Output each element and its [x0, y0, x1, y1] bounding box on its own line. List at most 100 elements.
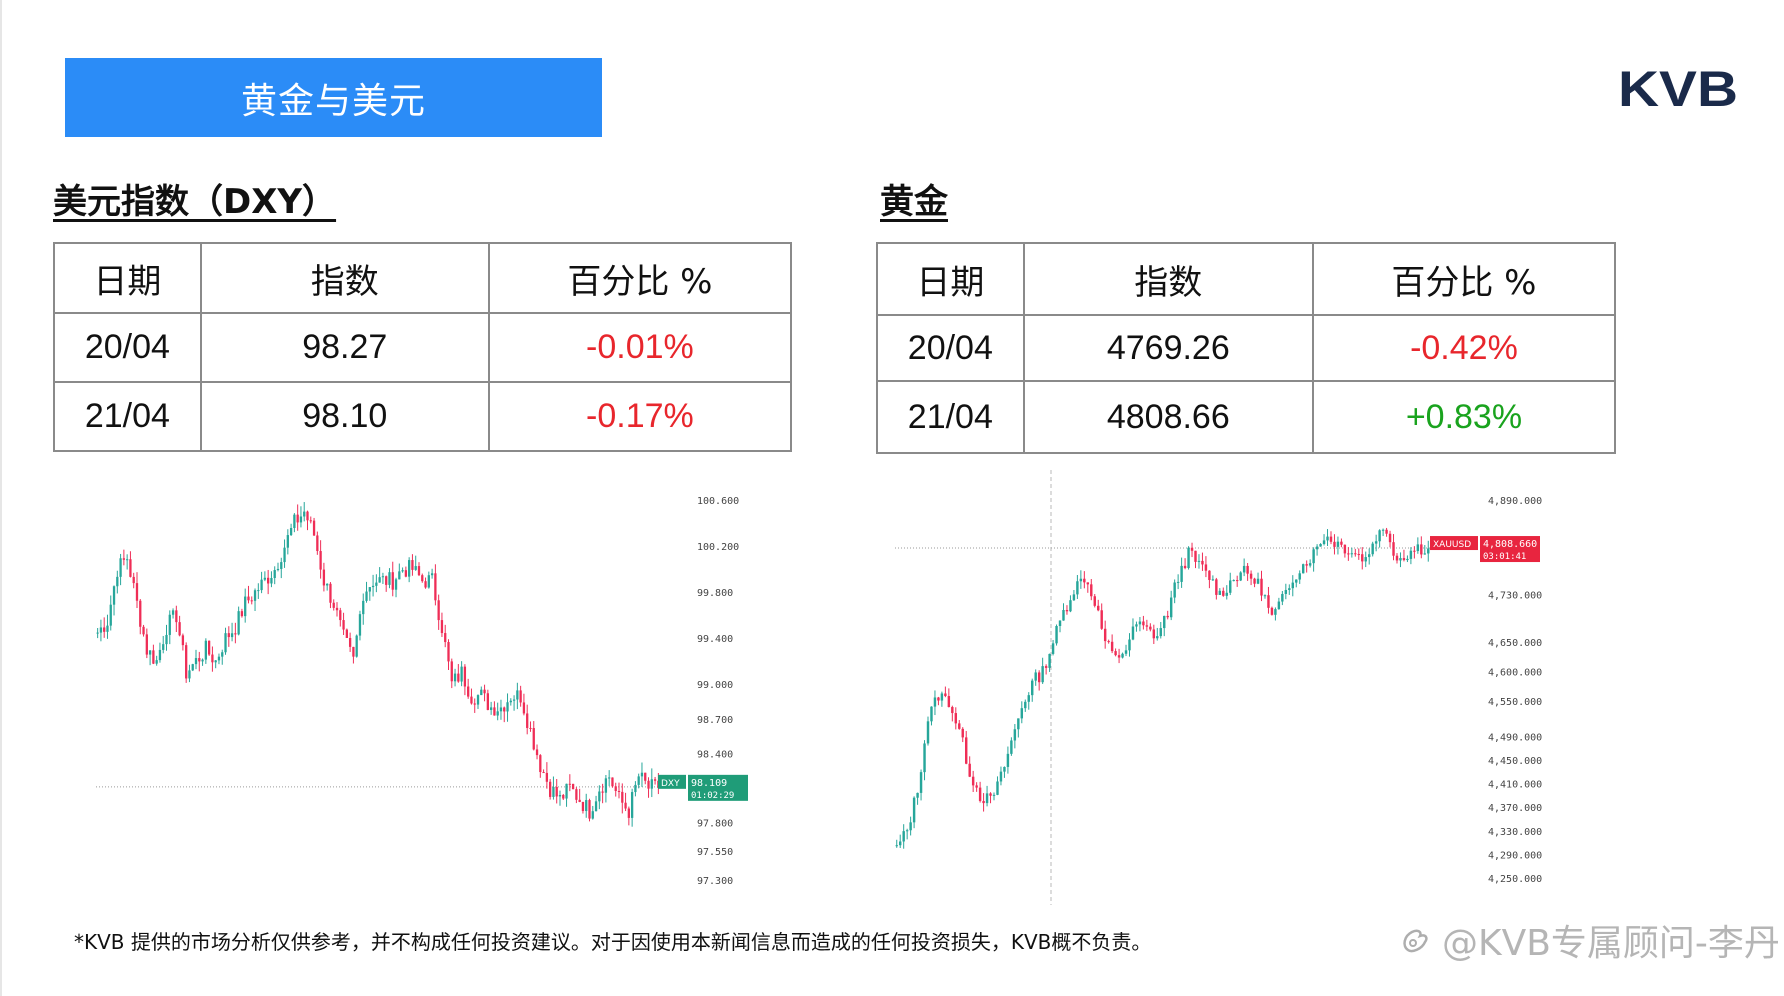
table-row: 20/04 4769.26 -0.42% [876, 314, 1617, 382]
candle [267, 569, 270, 595]
candle [221, 649, 224, 665]
candle [109, 595, 112, 631]
candle [188, 664, 191, 683]
candle [234, 622, 237, 644]
candle [1374, 534, 1378, 552]
candle [999, 766, 1003, 786]
candle [1183, 558, 1187, 570]
candle [1006, 746, 1010, 774]
candle [142, 624, 145, 637]
candle [961, 727, 964, 743]
candle [1340, 538, 1343, 548]
candle [1333, 534, 1336, 555]
table-row: 21/04 98.10 -0.17% [53, 381, 793, 452]
candle [588, 798, 591, 822]
dxy-col-index: 指数 [199, 242, 490, 314]
candle [909, 816, 912, 836]
candle [319, 540, 322, 579]
candle [1326, 529, 1329, 546]
candle [198, 651, 201, 672]
candle [898, 834, 902, 848]
candle [565, 783, 568, 807]
candle [483, 684, 486, 702]
candle [1201, 552, 1204, 571]
candle [260, 571, 263, 594]
y-axis-tick-label: 99.800 [697, 588, 733, 599]
candle [152, 644, 155, 665]
price-label-countdown: 01:02:29 [691, 791, 734, 801]
y-axis-tick-label: 4,600.000 [1488, 667, 1542, 678]
candle [1270, 606, 1274, 616]
candle [1149, 623, 1152, 632]
candle [168, 610, 171, 645]
candle [1190, 542, 1194, 558]
candle [496, 702, 499, 721]
candle [424, 577, 427, 589]
candle [549, 779, 552, 800]
candle [148, 650, 152, 666]
candle [1138, 617, 1142, 632]
candle [368, 587, 371, 601]
candle [650, 768, 653, 798]
candle [1409, 547, 1413, 565]
candle [1215, 577, 1218, 600]
gold-row2-date: 21/04 [876, 380, 1025, 454]
candle [1058, 620, 1062, 633]
candle [621, 783, 624, 814]
y-axis-tick-label: 100.200 [697, 542, 739, 553]
candle [181, 633, 185, 651]
candle [571, 783, 575, 790]
candle [473, 698, 476, 713]
candle [247, 585, 250, 604]
candle [1037, 670, 1041, 691]
candle [1305, 560, 1308, 573]
candle [516, 682, 519, 710]
candle [594, 795, 598, 812]
gold-col-index: 指数 [1022, 242, 1314, 316]
candle [145, 628, 148, 659]
candle [1166, 610, 1169, 620]
candle [506, 693, 509, 722]
candle [178, 615, 181, 637]
candle [1034, 669, 1037, 686]
candle [1222, 587, 1225, 597]
candle [1291, 575, 1294, 597]
slide-title-banner: 黄金与美元 [65, 58, 602, 137]
candle [352, 646, 355, 664]
candle [1319, 543, 1322, 547]
candle [1364, 551, 1367, 568]
candle [207, 640, 211, 656]
candle [1253, 577, 1256, 588]
candle [1336, 536, 1340, 555]
candle [1256, 572, 1260, 585]
candle [158, 642, 162, 663]
candle [322, 562, 326, 592]
candle [1079, 570, 1083, 589]
candle [296, 504, 299, 531]
candle [519, 685, 522, 707]
candle [253, 588, 257, 611]
candle [1301, 563, 1305, 574]
candle [211, 646, 214, 672]
candle [1024, 699, 1027, 712]
gold-row2-value: 4808.66 [1022, 380, 1314, 454]
candle [1128, 633, 1131, 657]
table-row: 21/04 4808.66 +0.83% [876, 380, 1617, 454]
candle [1065, 605, 1069, 615]
candle [1354, 548, 1357, 557]
candle [280, 557, 283, 579]
candle [1152, 624, 1156, 645]
slide-title: 黄金与美元 [240, 80, 426, 122]
y-axis-tick-label: 98.700 [697, 715, 733, 726]
y-axis-tick-label: 4,450.000 [1488, 756, 1542, 767]
candle [358, 610, 362, 641]
candle [309, 516, 312, 524]
candle [126, 554, 129, 570]
y-axis-tick-label: 4,250.000 [1488, 874, 1542, 885]
candle [1103, 620, 1107, 649]
candle [1392, 534, 1395, 561]
candle [1347, 547, 1350, 561]
candle [951, 705, 954, 722]
candle [453, 668, 457, 687]
candle [1055, 624, 1058, 646]
